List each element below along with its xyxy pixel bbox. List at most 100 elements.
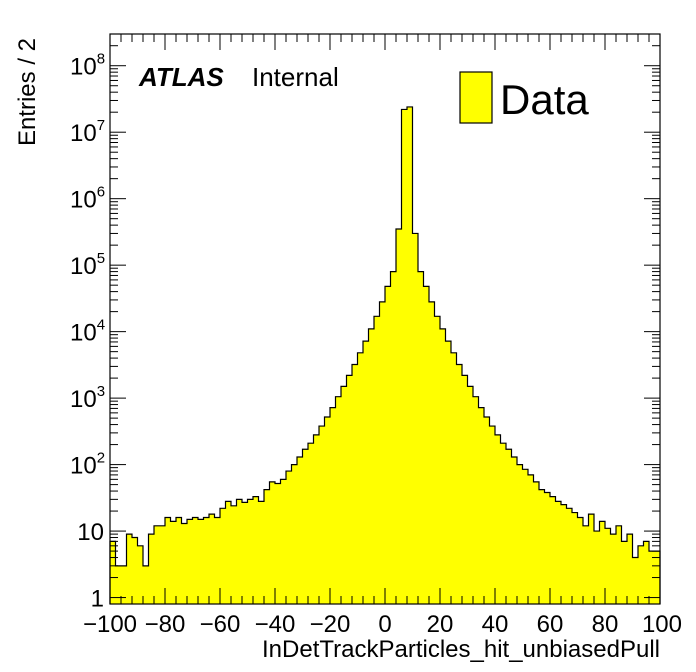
- y-axis-title: Entries / 2: [14, 38, 41, 146]
- histogram-bar: [357, 352, 364, 604]
- histogram-bar: [588, 514, 595, 604]
- x-tick-label: −80: [145, 611, 186, 638]
- histogram-bar: [280, 479, 287, 604]
- x-tick-label: 0: [378, 611, 391, 638]
- x-tick-label: 80: [592, 611, 619, 638]
- histogram-bar: [352, 364, 358, 604]
- histogram-bar: [269, 481, 276, 604]
- histogram-bar: [627, 534, 633, 604]
- histogram-bar: [495, 434, 501, 604]
- histogram-bar: [594, 531, 600, 604]
- histogram-bar: [115, 565, 122, 604]
- histogram-bar: [275, 483, 281, 604]
- histogram-bar: [231, 505, 237, 604]
- histogram-bar: [561, 504, 567, 604]
- histogram-bar: [632, 557, 639, 604]
- histogram-bar: [379, 301, 386, 604]
- histogram-bar: [198, 519, 204, 604]
- x-tick-label: −100: [83, 611, 137, 638]
- histogram-bar: [324, 416, 331, 604]
- axis-ticks: [109, 33, 661, 604]
- histogram-bar: [506, 449, 512, 604]
- y-tick-label: 108: [70, 51, 105, 81]
- histogram-bar: [484, 416, 490, 604]
- histogram-bar: [126, 534, 133, 604]
- histogram-bar: [462, 375, 468, 604]
- histogram-bar: [209, 514, 215, 604]
- histogram-bar: [368, 328, 375, 604]
- histogram-bar: [599, 521, 606, 604]
- histogram-bar: [550, 496, 556, 604]
- histogram-bar: [489, 426, 496, 604]
- histogram-bar: [572, 512, 578, 604]
- y-tick-label: 10: [77, 519, 104, 546]
- histogram-bar: [341, 386, 347, 604]
- histogram-bar: [170, 521, 177, 604]
- histogram-bar: [159, 525, 166, 604]
- histogram-bar: [440, 328, 446, 604]
- histogram-bar: [649, 551, 655, 604]
- histogram-bar: [297, 457, 303, 604]
- histogram-bar: [583, 525, 589, 604]
- histogram-bar: [137, 545, 144, 604]
- histogram-bar: [374, 316, 380, 604]
- x-axis-title: InDetTrackParticles_hit_unbiasedPull: [262, 636, 660, 663]
- histogram-bar: [412, 233, 419, 604]
- histogram-bar: [225, 501, 232, 604]
- histogram-bar: [110, 541, 116, 604]
- histogram-bar: [308, 443, 314, 604]
- atlas-label-internal: Internal: [252, 62, 339, 92]
- histogram-bar: [143, 565, 149, 604]
- atlas-label: ATLAS Internal: [138, 62, 339, 92]
- histogram-bar: [192, 517, 199, 604]
- x-tick-label: −60: [200, 611, 241, 638]
- histogram-bar: [242, 502, 248, 604]
- histogram-bar: [522, 469, 529, 604]
- histogram-bar: [154, 525, 160, 604]
- atlas-label-bold: ATLAS: [138, 62, 224, 92]
- histogram-bar: [423, 286, 430, 604]
- histogram-bars: [110, 106, 661, 605]
- histogram-bar: [544, 492, 551, 604]
- histogram-bar: [214, 517, 221, 604]
- x-tick-label: 60: [537, 611, 564, 638]
- y-tick-labels: 1 10 102 103 104 105 106 107 108: [70, 51, 105, 613]
- histogram-bar: [253, 496, 259, 604]
- legend-label-data: Data: [500, 76, 589, 123]
- x-tick-label: 20: [427, 611, 454, 638]
- histogram-bar: [616, 525, 622, 604]
- histogram-bar: [539, 489, 545, 604]
- histogram-bar: [605, 528, 611, 604]
- histogram-bar: [385, 286, 391, 604]
- x-tick-label: 100: [642, 611, 682, 638]
- histogram-bar: [330, 407, 336, 604]
- histogram-bar: [621, 541, 628, 604]
- histogram-bar: [528, 474, 534, 604]
- y-tick-label: 105: [70, 250, 105, 280]
- histogram-bar: [517, 464, 523, 604]
- y-tick-label: 103: [70, 383, 105, 413]
- histogram-bar: [148, 534, 155, 604]
- histogram-bar: [577, 517, 584, 604]
- x-tick-labels: −100 −80 −60 −40 −20 0 20 40 60 80 100: [83, 611, 682, 638]
- y-tick-label: 107: [70, 117, 105, 147]
- histogram-bar: [203, 517, 210, 604]
- histogram-bar: [390, 271, 397, 604]
- histogram-bar: [236, 499, 243, 604]
- histogram-bar: [132, 537, 138, 604]
- histogram-bar: [247, 499, 254, 604]
- histogram-bar: [291, 464, 298, 604]
- histogram-bar: [643, 541, 650, 604]
- histogram-bar: [319, 426, 325, 604]
- histogram-bar: [335, 396, 342, 604]
- histogram-bar: [407, 106, 413, 605]
- histogram-bar: [610, 534, 617, 604]
- legend-swatch-data: [459, 71, 493, 124]
- y-tick-label: 1: [91, 586, 104, 613]
- histogram-bar: [121, 565, 127, 604]
- histogram-bar: [456, 364, 463, 604]
- x-tick-label: −20: [310, 611, 351, 638]
- histogram-bar: [401, 109, 408, 605]
- histogram-bar: [286, 471, 292, 604]
